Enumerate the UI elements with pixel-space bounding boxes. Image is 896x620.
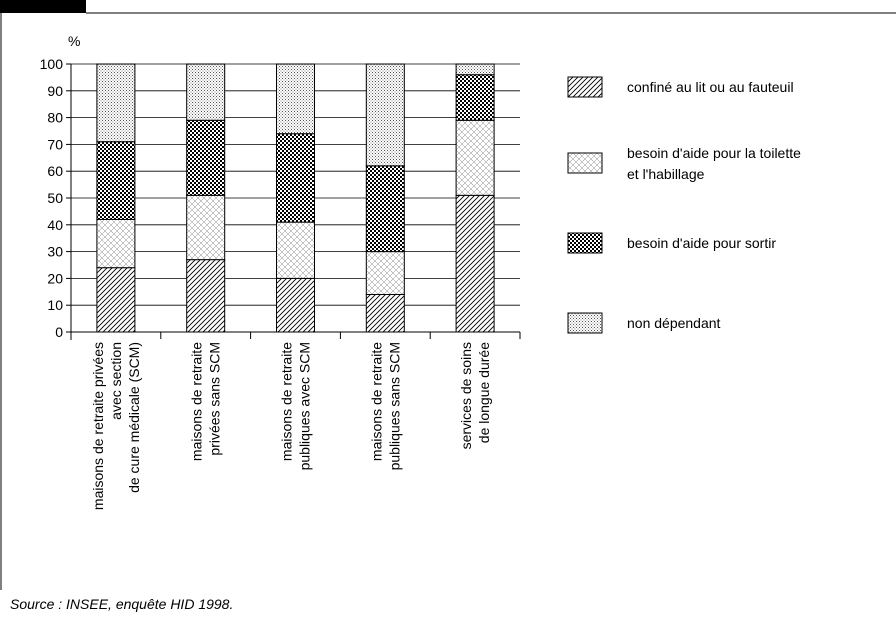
- x-category-label: de cure médicale (SCM): [126, 342, 142, 493]
- legend-label: et l'habillage: [627, 166, 705, 182]
- x-category-label: maisons de retraite: [368, 342, 384, 461]
- source-note: Source : INSEE, enquête HID 1998.: [10, 596, 234, 612]
- y-axis-label: %: [68, 33, 80, 49]
- bar-segment: [365, 63, 405, 167]
- legend-swatch: [567, 76, 603, 98]
- bar-segment: [276, 133, 315, 223]
- y-tick-label: 90: [47, 83, 63, 99]
- y-tick-label: 30: [47, 244, 63, 260]
- x-category-label: maisons de retraite: [189, 342, 205, 461]
- bar-segment: [96, 218, 136, 269]
- bar-segment: [365, 251, 405, 295]
- y-tick-label: 10: [47, 297, 63, 313]
- legend-label: non dépendant: [627, 315, 721, 331]
- bar-segment: [96, 141, 136, 220]
- bar-segment: [276, 221, 315, 279]
- bar-segment: [276, 277, 315, 333]
- bar-segment: [455, 63, 495, 76]
- bar-segment: [96, 267, 136, 333]
- legend-label: confiné au lit ou au fauteuil: [627, 79, 794, 95]
- y-tick-label: 40: [47, 217, 63, 233]
- bar-segment: [455, 119, 495, 196]
- y-tick-label: 80: [47, 110, 63, 126]
- legend-swatch: [567, 232, 603, 254]
- legend-swatch: [567, 312, 603, 334]
- x-category-label: publiques avec SCM: [297, 342, 313, 470]
- legend-swatch: [567, 152, 603, 174]
- x-category-label: publiques sans SCM: [386, 342, 402, 470]
- y-tick-label: 100: [40, 56, 64, 72]
- bar-segment: [276, 63, 315, 135]
- x-category-label: de longue durée: [476, 342, 492, 443]
- stacked-bars: [96, 63, 495, 333]
- y-tick-label: 60: [47, 163, 63, 179]
- y-tick-label: 70: [47, 136, 63, 152]
- bar-segment: [186, 259, 226, 333]
- bar-segment: [365, 165, 405, 253]
- bar-segment: [186, 194, 226, 261]
- y-tick-label: 0: [55, 324, 63, 340]
- bar-segment: [186, 119, 226, 196]
- x-category-label: privées sans SCM: [207, 342, 223, 456]
- x-category-label: maisons de retraite privées: [90, 342, 106, 510]
- x-category-labels: maisons de retraite privées avec section d…: [90, 342, 492, 510]
- axes: [70, 64, 521, 340]
- bar-segment: [186, 63, 226, 121]
- bar-segment: [455, 74, 495, 121]
- y-tick-labels: 0 10 20 30 40 50 60 70 80 90 100: [40, 56, 64, 340]
- legend: confiné au lit ou au fauteuil besoin d'ai…: [567, 76, 801, 334]
- bar-segment: [455, 194, 495, 333]
- header-tab: [0, 0, 86, 13]
- y-tick-label: 50: [47, 190, 63, 206]
- x-category-label: services de soins: [458, 342, 474, 449]
- x-category-label: maisons de retraite: [279, 342, 295, 461]
- legend-label: besoin d'aide pour la toilette: [627, 145, 801, 161]
- bar-segment: [96, 63, 136, 143]
- bar-segment: [365, 293, 405, 333]
- x-category-label: avec section: [108, 342, 124, 420]
- y-tick-label: 20: [47, 270, 63, 286]
- legend-label: besoin d'aide pour sortir: [627, 235, 776, 251]
